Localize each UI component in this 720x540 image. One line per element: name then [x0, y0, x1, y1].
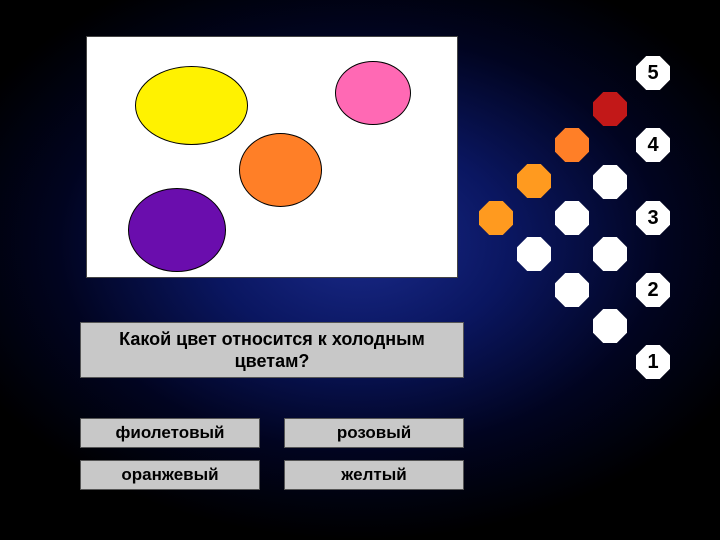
panel-ellipse-1: [335, 61, 411, 125]
answer-a-label: фиолетовый: [116, 423, 225, 443]
question-box: Какой цвет относится к холодным цветам?: [80, 322, 464, 378]
answer-b[interactable]: розовый: [284, 418, 464, 448]
panel-ellipse-0: [135, 66, 248, 145]
score-cell-3-2: [593, 237, 627, 271]
score-cell-4-1: [593, 165, 627, 199]
answer-c[interactable]: оранжевый: [80, 460, 260, 490]
answer-d-label: желтый: [341, 465, 406, 485]
score-cell-3-0: [517, 164, 551, 198]
panel-ellipse-3: [128, 188, 226, 272]
score-cell-2-2: [555, 273, 589, 307]
score-cell-5-0: [593, 92, 627, 126]
answer-a[interactable]: фиолетовый: [80, 418, 260, 448]
answer-c-label: оранжевый: [121, 465, 218, 485]
answer-d[interactable]: желтый: [284, 460, 464, 490]
score-cell-2-0: [479, 201, 513, 235]
panel-ellipse-2: [239, 133, 322, 207]
answer-b-label: розовый: [337, 423, 411, 443]
score-cell-3-1: [555, 201, 589, 235]
score-label-1: 1: [636, 345, 670, 379]
image-panel: [86, 36, 458, 278]
score-label-5: 5: [636, 56, 670, 90]
score-cell-4-0: [555, 128, 589, 162]
score-label-3: 3: [636, 201, 670, 235]
question-text: Какой цвет относится к холодным цветам?: [89, 328, 455, 373]
score-cell-2-1: [517, 237, 551, 271]
score-label-4: 4: [636, 128, 670, 162]
score-cell-2-3: [593, 309, 627, 343]
score-label-2: 2: [636, 273, 670, 307]
